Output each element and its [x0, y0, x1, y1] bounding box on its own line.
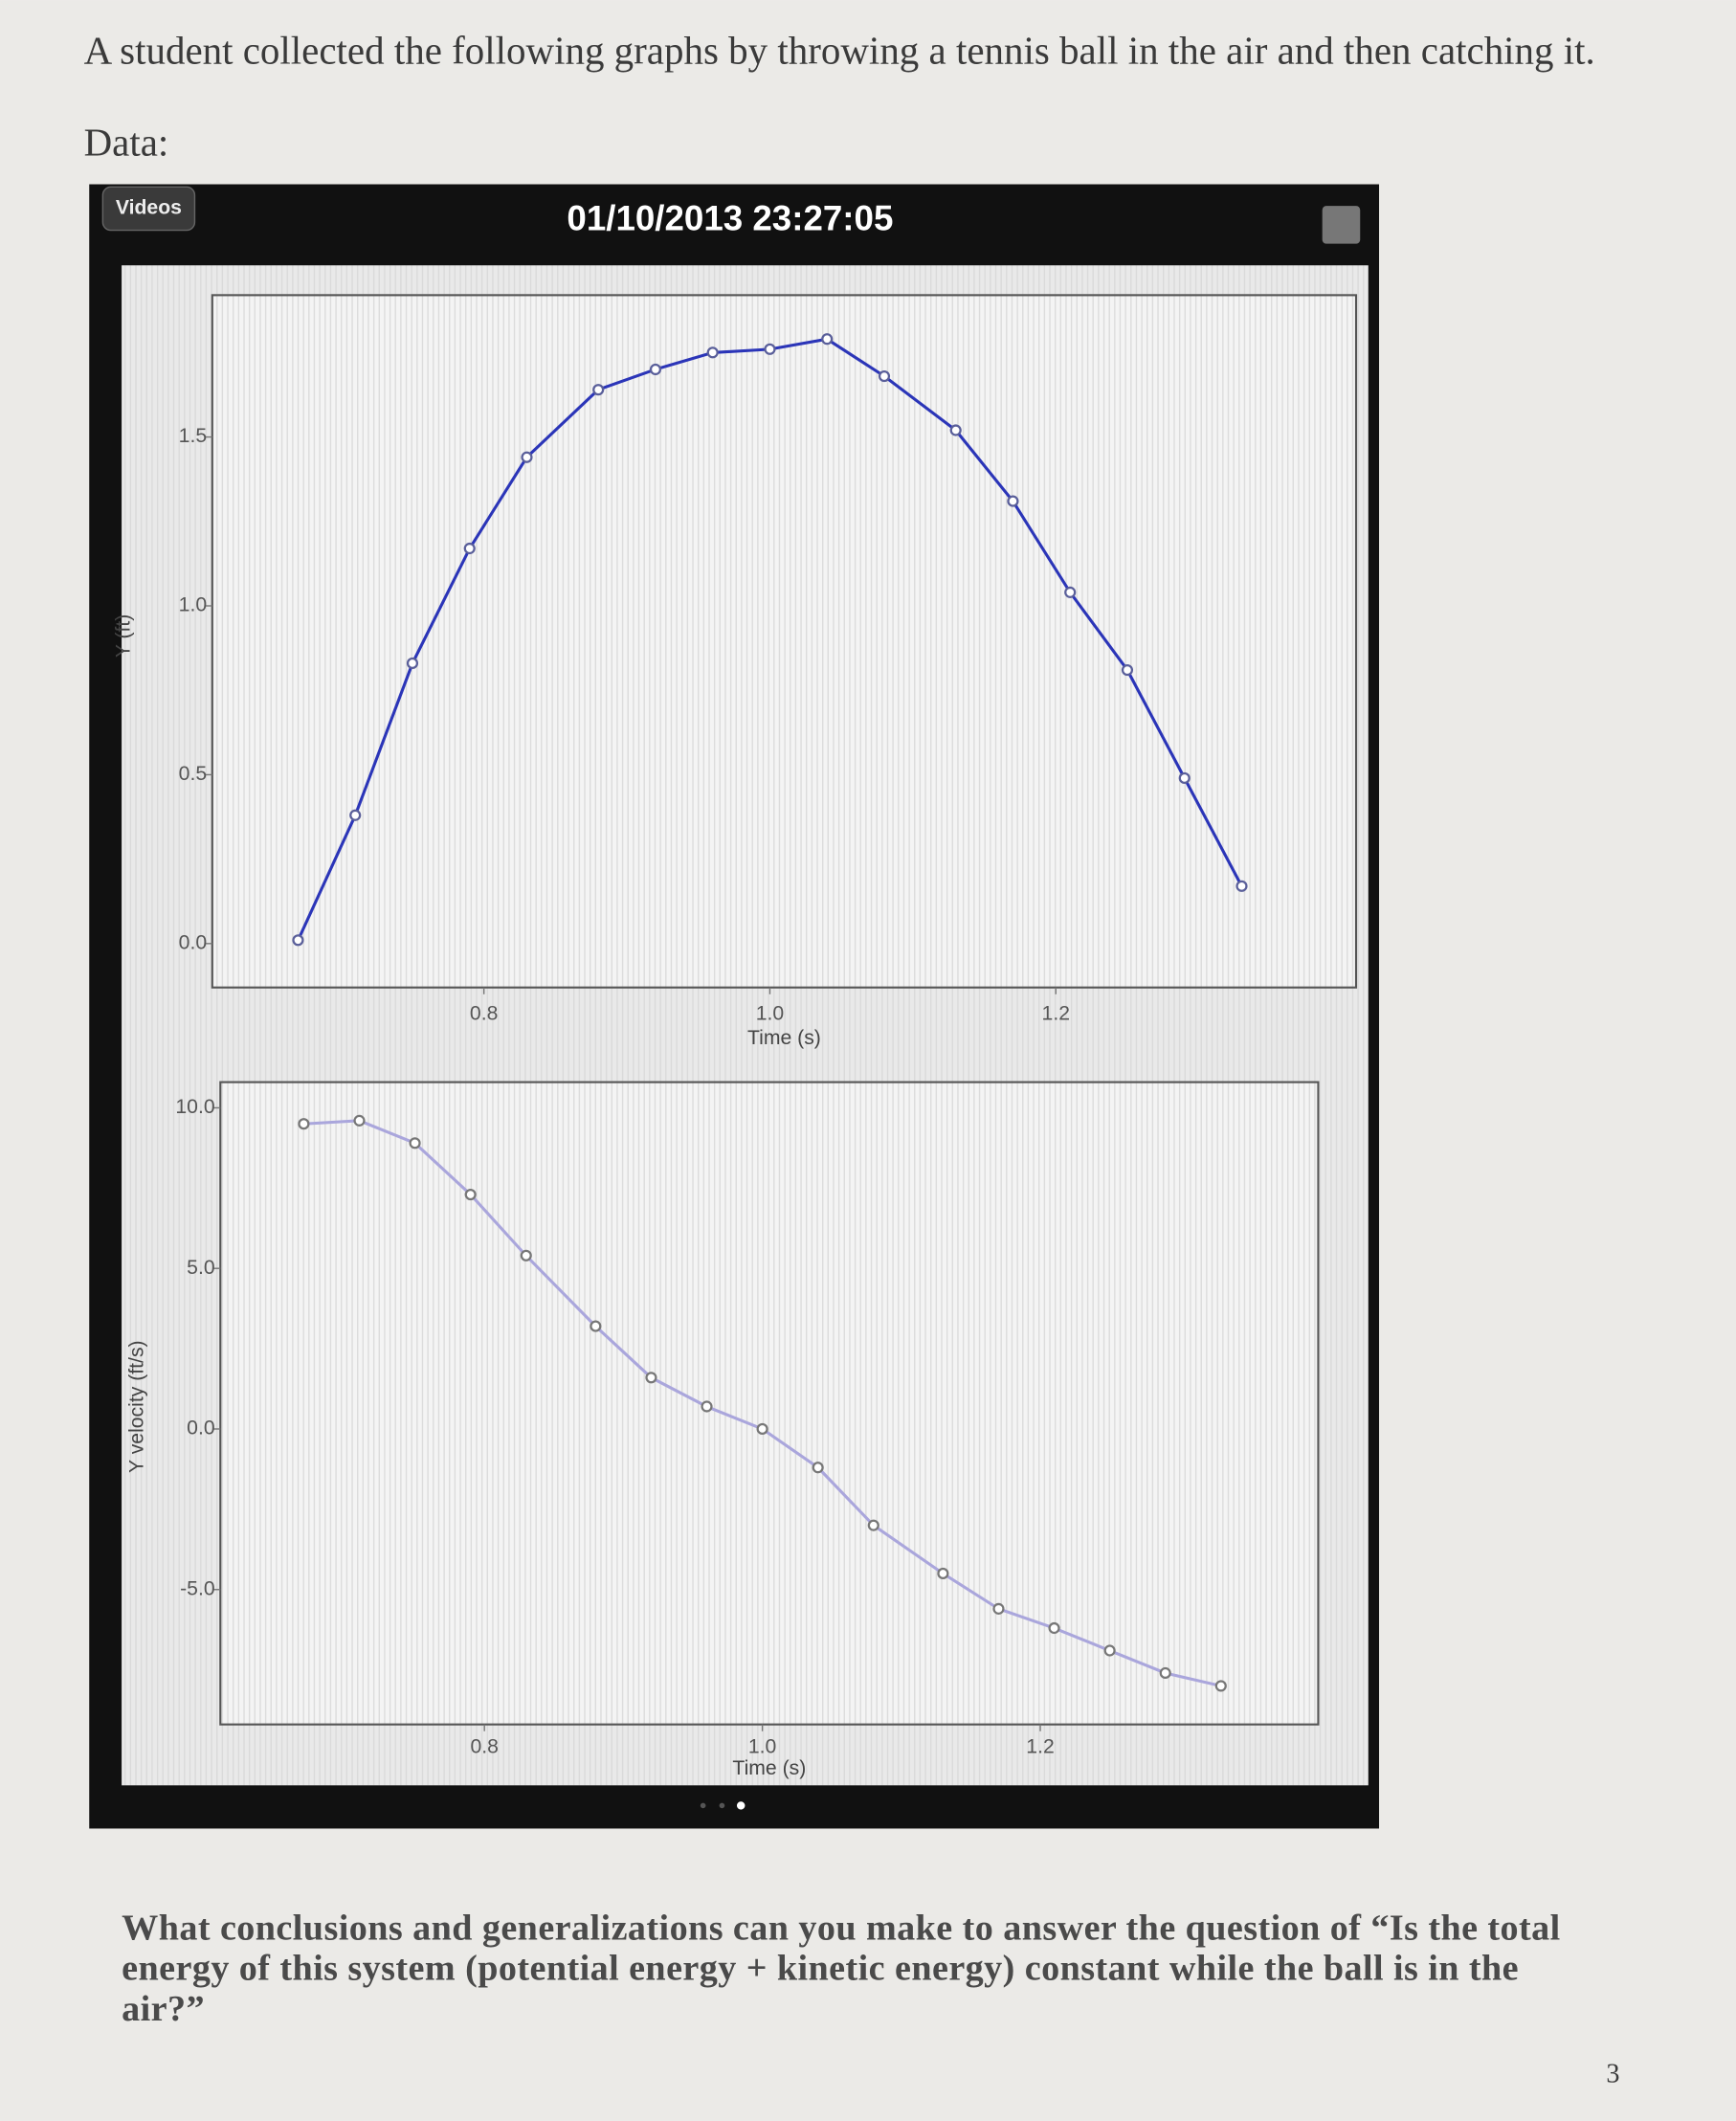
- camera-icon[interactable]: [1322, 206, 1361, 244]
- x-tick-label: 0.8: [470, 1735, 498, 1757]
- data-point: [1007, 495, 1019, 507]
- data-point: [812, 1462, 824, 1474]
- timestamp: 01/10/2013 23:27:05: [567, 198, 893, 237]
- data-point: [649, 363, 662, 376]
- question-text: What conclusions and generalizations can…: [122, 1907, 1561, 2029]
- y-tick-label: -5.0: [180, 1577, 215, 1599]
- data-point: [706, 346, 719, 359]
- y-axis-label: Y (ft): [113, 614, 135, 659]
- data-point: [1064, 586, 1077, 598]
- page-dot: [719, 1802, 725, 1809]
- y-tick-label: 0.0: [187, 1418, 214, 1440]
- data-point: [937, 1567, 949, 1580]
- x-axis-label: Time (s): [732, 1757, 806, 1779]
- data-point: [353, 1114, 366, 1127]
- data-point: [701, 1400, 713, 1413]
- plot-area: [211, 294, 1358, 989]
- data-point: [645, 1372, 657, 1384]
- data-point: [298, 1118, 310, 1130]
- y-tick-label: 0.5: [179, 763, 207, 785]
- data-point: [464, 1188, 477, 1201]
- y-tick-label: 10.0: [175, 1096, 214, 1118]
- x-tick-label: 1.2: [1026, 1735, 1054, 1757]
- data-point: [292, 934, 304, 947]
- data-point: [878, 369, 891, 383]
- data-point: [349, 809, 362, 821]
- question-box: What conclusions and generalizations can…: [122, 1907, 1561, 2029]
- data-point: [409, 1137, 421, 1150]
- page-dot: [700, 1802, 706, 1809]
- data-point: [463, 542, 476, 555]
- data-point: [992, 1602, 1005, 1615]
- x-tick-label: 0.8: [470, 1003, 498, 1025]
- data-point: [756, 1422, 768, 1436]
- data-point: [867, 1519, 879, 1531]
- data-point: [764, 343, 776, 355]
- data-point: [406, 657, 419, 670]
- x-tick-label: 1.0: [756, 1003, 784, 1025]
- plot-area: [219, 1081, 1320, 1726]
- videos-button[interactable]: [101, 186, 196, 232]
- data-point: [1235, 880, 1248, 892]
- data-point: [521, 451, 533, 463]
- data-point: [1214, 1680, 1227, 1692]
- x-axis-label: Time (s): [747, 1027, 821, 1049]
- videos-button-label[interactable]: Videos: [116, 197, 182, 219]
- page-dot-active: [736, 1801, 746, 1810]
- data-point: [1048, 1621, 1060, 1635]
- page-number: 3: [1606, 2059, 1619, 2088]
- data-point: [592, 384, 605, 396]
- y-tick-label: 1.0: [179, 594, 207, 616]
- y-tick-label: 1.5: [179, 425, 207, 447]
- x-tick-label: 1.2: [1042, 1003, 1070, 1025]
- data-label: Data:: [84, 120, 169, 164]
- data-point: [821, 333, 834, 346]
- data-point: [1159, 1666, 1171, 1680]
- data-point: [949, 424, 962, 436]
- y-tick-label: 5.0: [187, 1257, 214, 1279]
- y-tick-label: 0.0: [179, 931, 207, 953]
- data-point: [1103, 1644, 1116, 1657]
- data-point: [590, 1320, 602, 1332]
- intro-text: A student collected the following graphs…: [84, 28, 1595, 72]
- x-tick-label: 1.0: [748, 1735, 776, 1757]
- y-axis-label: Y velocity (ft/s): [126, 1340, 148, 1473]
- data-point: [1121, 663, 1134, 677]
- data-point: [520, 1249, 532, 1261]
- data-point: [1178, 771, 1191, 785]
